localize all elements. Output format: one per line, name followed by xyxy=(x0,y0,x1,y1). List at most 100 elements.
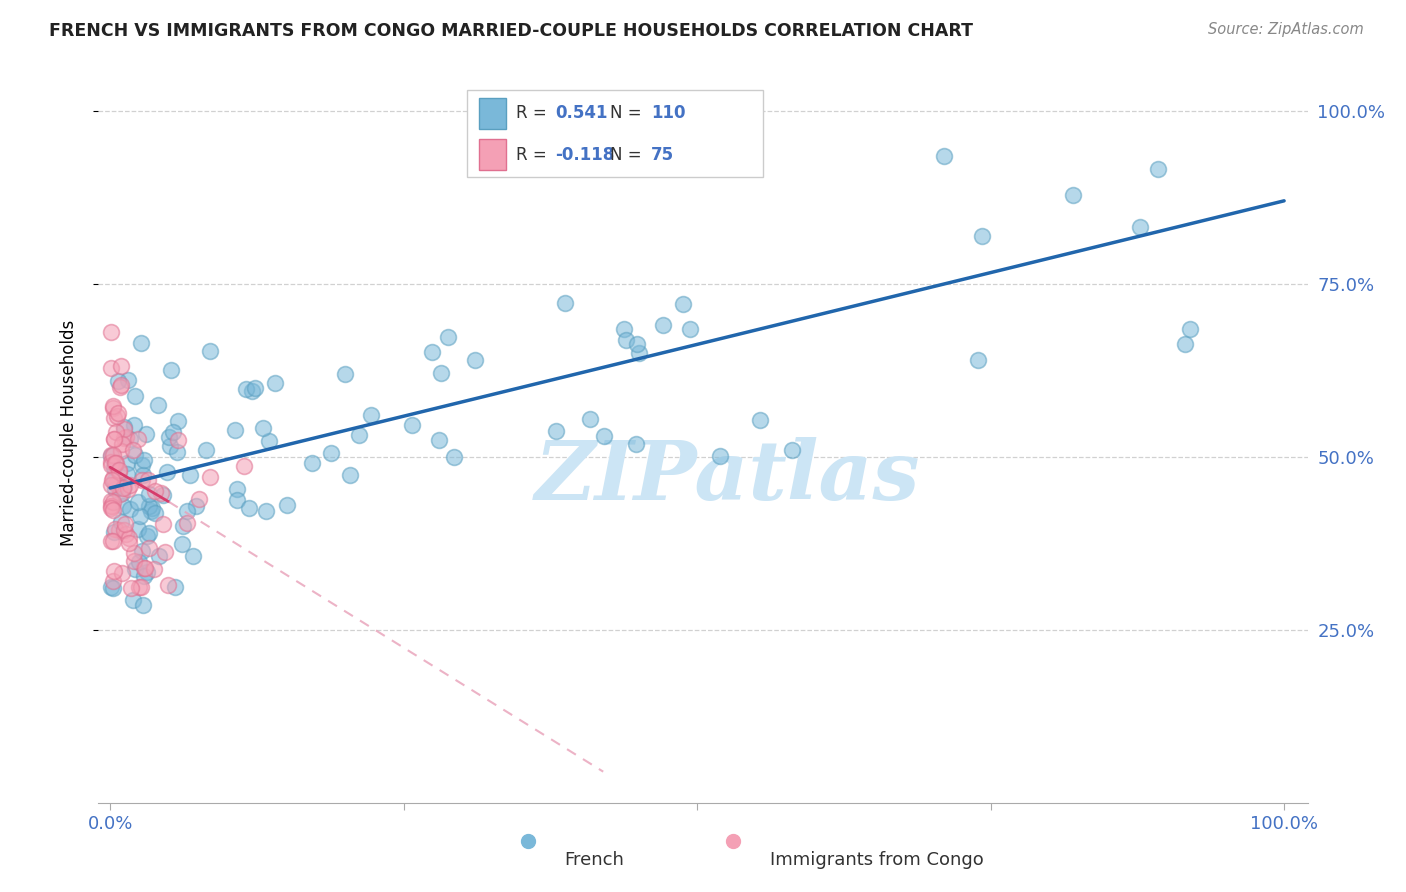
Point xyxy=(157,430,180,444)
Point xyxy=(627,346,650,360)
Point xyxy=(198,343,221,358)
Point xyxy=(198,470,221,484)
Point xyxy=(155,545,177,559)
Point xyxy=(115,456,138,470)
Point xyxy=(103,471,125,485)
Point xyxy=(103,564,125,578)
Point xyxy=(187,492,209,507)
Text: N =: N = xyxy=(610,104,647,122)
Point xyxy=(238,500,260,515)
Point xyxy=(613,322,636,336)
Point xyxy=(225,493,247,508)
Point xyxy=(970,229,993,244)
Point xyxy=(401,417,423,432)
Point xyxy=(128,555,150,569)
Point xyxy=(165,580,187,594)
Point xyxy=(128,580,150,594)
Point xyxy=(134,560,156,574)
Point xyxy=(108,380,131,394)
Point xyxy=(252,421,274,435)
Text: ZIPatlas: ZIPatlas xyxy=(534,437,920,517)
Point xyxy=(100,326,122,340)
Point xyxy=(122,546,145,560)
Point xyxy=(101,574,124,588)
Point xyxy=(103,460,125,475)
Point xyxy=(108,465,131,479)
Point xyxy=(100,494,122,508)
Point xyxy=(135,566,157,580)
Point xyxy=(232,459,254,474)
Point xyxy=(170,536,193,550)
Point xyxy=(115,467,138,482)
Point xyxy=(131,543,153,558)
Point xyxy=(782,443,804,458)
Point xyxy=(544,425,567,439)
Point xyxy=(112,422,135,436)
Point xyxy=(146,398,169,412)
Point xyxy=(100,500,122,514)
Text: Immigrants from Congo: Immigrants from Congo xyxy=(769,851,983,869)
Point xyxy=(110,515,132,529)
Point xyxy=(132,569,155,583)
Point xyxy=(162,425,184,440)
Point xyxy=(138,526,160,541)
Point xyxy=(103,522,125,536)
Point xyxy=(101,533,124,548)
Point xyxy=(651,318,673,332)
Point xyxy=(176,504,198,518)
Point xyxy=(127,433,149,447)
Point xyxy=(108,523,131,537)
Point xyxy=(127,522,149,536)
Point xyxy=(349,428,371,442)
Point xyxy=(110,444,132,458)
Point xyxy=(224,423,246,437)
Point xyxy=(139,504,162,518)
Point xyxy=(156,465,179,479)
Point xyxy=(103,432,125,446)
Point xyxy=(131,598,153,612)
Point xyxy=(101,401,124,415)
Point xyxy=(176,516,198,531)
Point xyxy=(1062,187,1084,202)
Point xyxy=(150,485,173,500)
Text: 0.541: 0.541 xyxy=(555,104,607,122)
Text: N =: N = xyxy=(610,146,647,164)
Text: French: French xyxy=(564,851,624,869)
Point xyxy=(138,487,160,501)
Point xyxy=(226,482,249,496)
Point xyxy=(100,501,122,516)
Point xyxy=(111,566,134,580)
Point xyxy=(115,527,138,541)
Point xyxy=(100,477,122,491)
Point xyxy=(104,456,127,470)
Point xyxy=(263,376,285,390)
Point xyxy=(159,439,181,453)
Point xyxy=(443,450,465,464)
Point xyxy=(107,374,129,388)
Point xyxy=(101,581,124,595)
Text: FRENCH VS IMMIGRANTS FROM CONGO MARRIED-COUPLE HOUSEHOLDS CORRELATION CHART: FRENCH VS IMMIGRANTS FROM CONGO MARRIED-… xyxy=(49,22,973,40)
Point xyxy=(110,359,132,373)
Point xyxy=(157,578,180,592)
Point xyxy=(179,468,201,483)
Point xyxy=(276,499,298,513)
Point xyxy=(122,418,145,433)
Point xyxy=(254,504,277,518)
Point xyxy=(172,519,194,533)
Point xyxy=(124,561,146,575)
Point xyxy=(966,353,988,368)
Point xyxy=(107,406,129,420)
Point xyxy=(464,352,486,367)
Point xyxy=(934,149,956,163)
Point xyxy=(101,499,124,513)
Point xyxy=(104,456,127,470)
Point xyxy=(135,426,157,441)
Point xyxy=(120,581,142,595)
Y-axis label: Married-couple Households: Married-couple Households xyxy=(59,319,77,546)
Point xyxy=(579,412,602,426)
Point xyxy=(105,425,128,439)
Point xyxy=(114,517,136,532)
Point xyxy=(103,410,125,425)
Point xyxy=(132,468,155,483)
Point xyxy=(105,409,128,424)
